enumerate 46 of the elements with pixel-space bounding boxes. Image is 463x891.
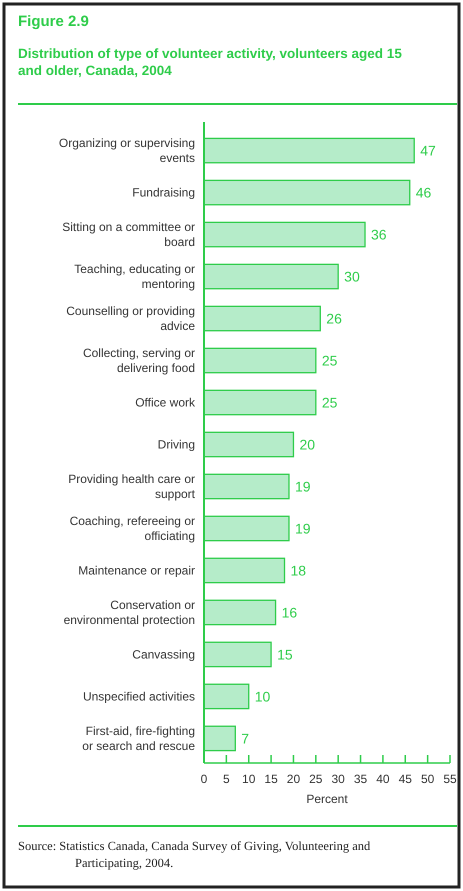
source-note: Source: Statistics Canada, Canada Survey of Giving, Volunteering and Participating, 2004. xyxy=(18,839,371,870)
x-tick-label: 30 xyxy=(332,772,346,786)
x-axis-title: Percent xyxy=(306,792,348,806)
x-tick-label: 0 xyxy=(200,772,208,786)
x-tick-label: 45 xyxy=(398,772,412,786)
x-tick-label: 5 xyxy=(223,772,230,786)
data-label: 26 xyxy=(326,310,342,327)
data-label: 36 xyxy=(371,226,387,243)
data-label: 16 xyxy=(282,604,298,620)
data-label: 30 xyxy=(344,268,360,285)
y-tick-label: Organizing or supervising events xyxy=(58,136,195,166)
x-tick-label: 55 xyxy=(443,772,457,786)
y-tick-label: Driving xyxy=(158,438,195,452)
data-label: 19 xyxy=(294,478,311,494)
y-tick-label: Canvassing xyxy=(132,647,195,662)
data-label: 25 xyxy=(322,352,338,369)
text: Figure 2.9 xyxy=(18,13,89,30)
y-tick-label: Sitting on a committee or board xyxy=(62,220,195,250)
y-tick-label: Unspecified activities xyxy=(82,689,195,704)
y-tick-label: Conservation or environmental protection xyxy=(64,598,195,627)
y-tick-label: Coaching, refereeing or officiating xyxy=(70,514,195,543)
y-tick-label: Teaching, educating or mentoring xyxy=(74,262,196,292)
data-label: 19 xyxy=(294,520,311,536)
data-label: 25 xyxy=(322,394,338,411)
y-tick-label: Maintenance or repair xyxy=(78,563,195,578)
y-tick-label: Counselling or providing advice xyxy=(66,304,196,334)
y-tick-label: Fundraising xyxy=(132,186,195,200)
y-tick-label: Providing health care or support xyxy=(68,472,196,501)
x-tick-label: 50 xyxy=(420,772,435,786)
data-label: 10 xyxy=(254,688,271,704)
data-label: 15 xyxy=(277,646,293,662)
data-label: 20 xyxy=(299,436,316,452)
x-tick-label: 40 xyxy=(376,772,390,786)
x-tick-label: 35 xyxy=(354,772,368,786)
data-label: 18 xyxy=(290,562,306,578)
data-label: 7 xyxy=(241,730,250,746)
x-tick-label: 25 xyxy=(309,772,323,786)
chart-subtitle: Distribution of type of volunteer activity, volunteers aged 15 and older, Canada, 2004 xyxy=(18,46,402,78)
x-tick-label: 10 xyxy=(242,772,256,786)
x-tick-label: 15 xyxy=(264,772,278,786)
y-tick-label: Collecting, serving or delivering food xyxy=(82,346,195,376)
y-tick-label: Office work xyxy=(135,396,196,410)
x-tick-label: 20 xyxy=(286,772,300,786)
y-tick-label: First-aid, fire-fighting or search and rescue xyxy=(82,724,196,753)
data-label: 47 xyxy=(420,142,436,159)
data-label: 46 xyxy=(416,184,432,201)
